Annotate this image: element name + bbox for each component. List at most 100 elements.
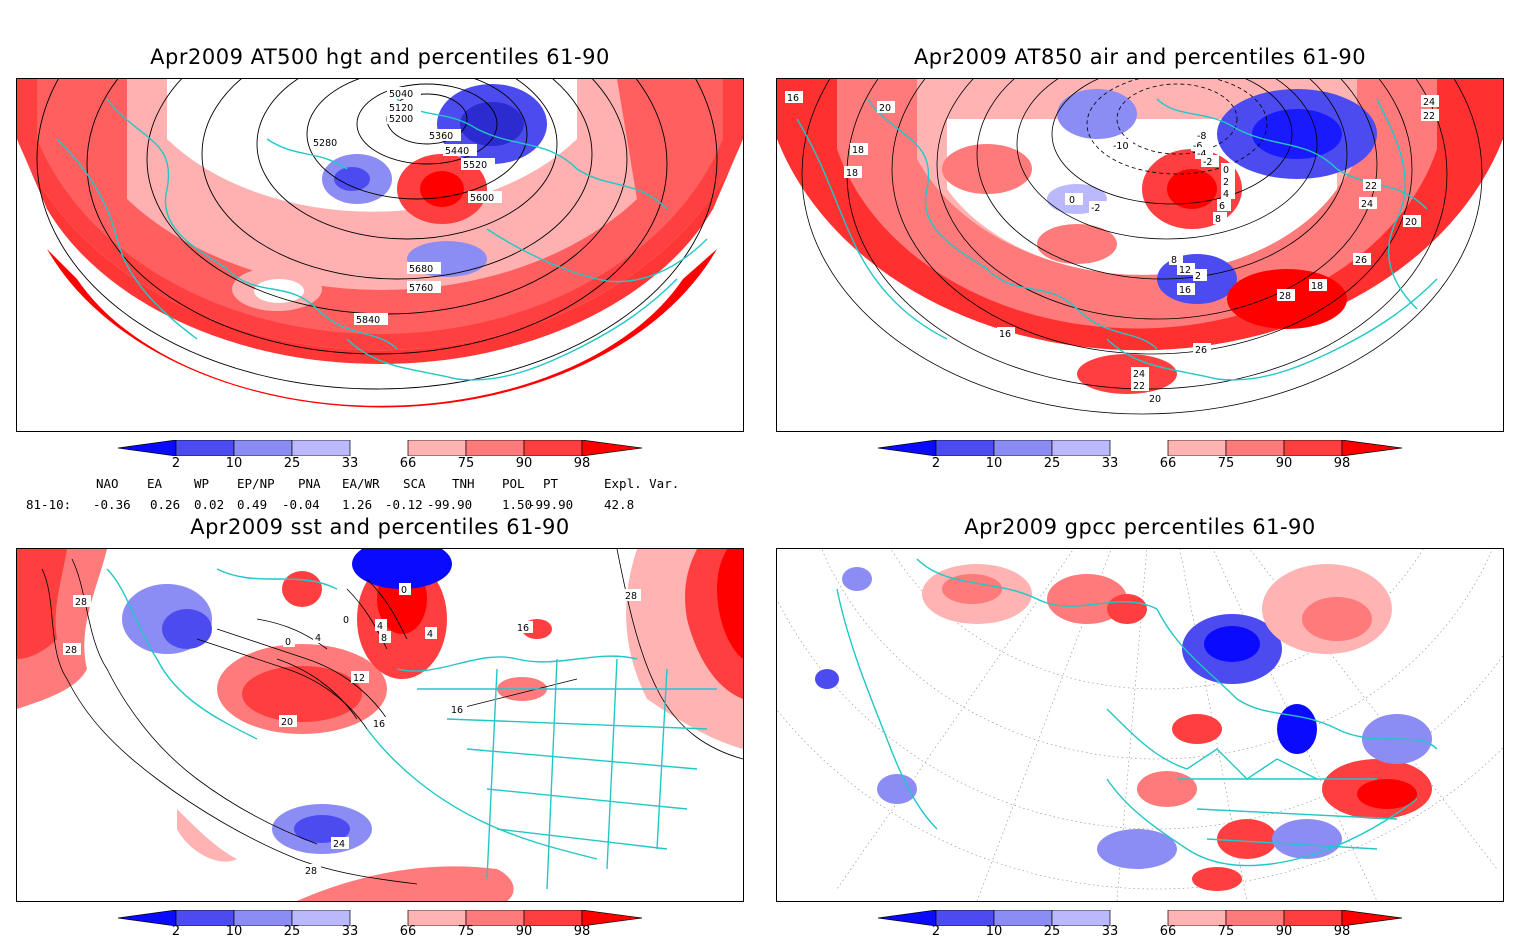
contour-label: 2 (1223, 177, 1229, 188)
contour-label: 28 (75, 597, 87, 608)
contour-label: 5440 (445, 146, 469, 157)
colorbar-2: 2 10 25 33 66 75 90 98 (877, 439, 1403, 476)
index-value: 0.49 (237, 497, 268, 512)
contour-label: 16 (1179, 285, 1191, 296)
contour-label: 8 (1215, 214, 1221, 225)
index-row-label: 81-10: (26, 497, 72, 512)
contour-label: 5200 (389, 114, 413, 125)
colorbar-tick: 66 (399, 924, 417, 939)
colorbar-tick: 2 (931, 456, 941, 471)
contour-label: 28 (1279, 291, 1291, 302)
contour-label: 0 (1069, 195, 1075, 206)
contour-label: 0 (401, 585, 407, 596)
colorbar-tick: 33 (1101, 456, 1119, 471)
index-header: Expl. Var. (604, 476, 680, 491)
contour-label: 5680 (409, 264, 433, 275)
contour-label: 22 (1423, 111, 1435, 122)
contour-label: 6 (1219, 201, 1225, 212)
colorbar-4: 2 10 25 33 66 75 90 98 (877, 909, 1403, 940)
contour-label: 12 (353, 673, 365, 684)
contour-label: 16 (517, 623, 529, 634)
colorbar-tick: 66 (1159, 456, 1177, 471)
contour-label: -10 (1113, 141, 1129, 152)
colorbar-tick: 33 (1101, 924, 1119, 939)
colorbar-tick: 75 (457, 456, 475, 471)
colorbar-tick: 2 (931, 924, 941, 939)
panel-title-sst: Apr2009 sst and percentiles 61-90 (190, 515, 570, 539)
index-value: 1.50 (502, 497, 533, 512)
colorbar-tick: 66 (1159, 924, 1177, 939)
colorbar-tick: 33 (341, 456, 359, 471)
panel-title-hgt500: Apr2009 AT500 hgt and percentiles 61-90 (150, 45, 610, 69)
colorbar-tick: 2 (171, 456, 181, 471)
contour-label: 0 (343, 615, 349, 626)
contour-label: -2 (1091, 203, 1100, 214)
contour-label: 4 (427, 629, 433, 640)
map-sst: 28 28 0 4 0 4 8 4 0 12 16 20 16 24 28 28… (16, 548, 744, 902)
contour-label: -8 (1197, 131, 1206, 142)
contour-label: 24 (1361, 199, 1373, 210)
colorbar-tick: 90 (515, 456, 533, 471)
colorbar-tick: 90 (1275, 924, 1293, 939)
contour-label: 20 (281, 717, 293, 728)
index-header: EP/NP (237, 476, 275, 491)
colorbar-tick: 98 (1333, 456, 1351, 471)
panel-title-air850: Apr2009 AT850 air and percentiles 61-90 (913, 45, 1367, 69)
contour-label: 4 (1223, 189, 1229, 200)
contour-label: 12 (1179, 265, 1191, 276)
index-header: TNH (452, 476, 475, 491)
contour-label: 16 (787, 93, 799, 104)
colorbar-tick: 25 (1043, 924, 1061, 939)
contour-label: -2 (1203, 157, 1212, 168)
index-header: NAO (96, 476, 119, 491)
colorbar-tick: 98 (1333, 924, 1351, 939)
index-value: -99.90 (528, 497, 574, 512)
colorbar-1: 2 10 25 33 66 75 90 98 (117, 439, 643, 476)
contour-label: 24 (1423, 97, 1435, 108)
contour-label: 26 (1355, 255, 1367, 266)
contour-label: -4 (1197, 149, 1206, 160)
index-value: 0.26 (150, 497, 181, 512)
index-header: PNA (298, 476, 321, 491)
contour-label: 2 (1195, 271, 1201, 282)
map-air850: 16 20 18 18 24 22 22 24 20 26 28 18 16 2… (776, 78, 1504, 432)
colorbar-tick: 75 (1217, 924, 1235, 939)
colorbar-tick: 10 (985, 456, 1003, 471)
colorbar-tick: 75 (1217, 456, 1235, 471)
contour-label: 5280 (313, 138, 337, 149)
index-header: SCA (403, 476, 426, 491)
contour-label: 0 (285, 637, 291, 648)
contour-label: 4 (377, 621, 383, 632)
contour-label: 20 (1149, 394, 1161, 405)
colorbar-tick: 98 (573, 924, 591, 939)
contour-label: 18 (1311, 281, 1323, 292)
index-value: 42.8 (604, 497, 635, 512)
contour-label: 24 (333, 839, 345, 850)
index-header: EA (147, 476, 163, 491)
index-value: -99.90 (427, 497, 473, 512)
index-value: -0.36 (93, 497, 131, 512)
contour-label: 4 (315, 633, 321, 644)
index-value: 1.26 (342, 497, 373, 512)
index-header: WP (194, 476, 210, 491)
contour-label: 24 (1133, 369, 1145, 380)
colorbar-tick: 66 (399, 456, 417, 471)
contour-label: 5520 (463, 160, 487, 171)
colorbar-tick: 90 (515, 924, 533, 939)
map-hgt500: 5040 5120 5200 5280 5360 5440 5520 5600 … (16, 78, 744, 432)
panel-title-gpcc: Apr2009 gpcc percentiles 61-90 (964, 515, 1316, 539)
colorbar-tick: 2 (171, 924, 181, 939)
contour-label: 20 (1405, 217, 1417, 228)
contour-label: 0 (1223, 165, 1229, 176)
contour-label: 28 (65, 645, 77, 656)
contour-label: 16 (451, 705, 463, 716)
colorbar-tick: 90 (1275, 456, 1293, 471)
index-value: 0.02 (194, 497, 225, 512)
contour-label: 16 (373, 719, 385, 730)
colorbar-tick: 33 (341, 924, 359, 939)
contour-label: 5040 (389, 89, 413, 100)
colorbar-tick: 25 (1043, 456, 1061, 471)
contour-label: 8 (381, 633, 387, 644)
contour-label: 22 (1133, 381, 1145, 392)
map-gpcc (776, 548, 1504, 902)
